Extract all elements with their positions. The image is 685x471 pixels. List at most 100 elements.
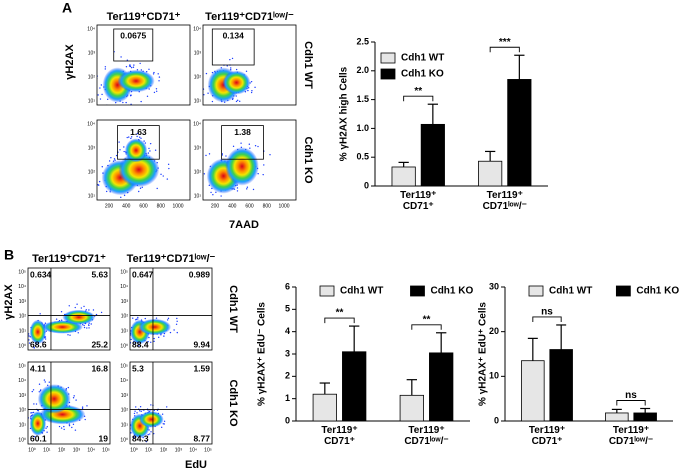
flow-x-tick: 10⁰ xyxy=(28,447,36,453)
y-tick-label: 1.0 xyxy=(356,123,369,133)
event-dot xyxy=(166,406,168,408)
flow-y-tick: 10² xyxy=(88,74,96,80)
event-dot xyxy=(153,337,155,340)
event-dot xyxy=(33,346,35,349)
quadrant-value: 1.59 xyxy=(193,363,210,373)
y-tick-label: 0 xyxy=(285,415,290,425)
event-dot xyxy=(246,188,248,190)
legend-swatch xyxy=(615,285,631,297)
event-dot xyxy=(135,318,138,321)
event-dot xyxy=(167,163,170,166)
flow-y-tick: 10³ xyxy=(121,299,129,305)
event-dot xyxy=(81,407,84,410)
flow-y-tick: 10⁵ xyxy=(18,269,26,275)
quadrant-value: 5.3 xyxy=(132,363,144,373)
event-dot xyxy=(115,154,118,157)
event-dot xyxy=(136,132,139,135)
significance-bracket xyxy=(403,95,434,102)
event-dot xyxy=(134,410,136,412)
flow-y-tick: 10⁰ xyxy=(120,437,128,443)
y-tick-label: 6 xyxy=(285,281,290,291)
flow-y-tick: 10² xyxy=(19,314,27,320)
event-dot xyxy=(44,338,47,340)
event-dot xyxy=(133,209,134,210)
density-blob xyxy=(124,138,148,163)
x-axis-label: EdU xyxy=(185,459,207,471)
flow-y-tick: 10⁰ xyxy=(120,343,128,349)
flow-x-tick: 800 xyxy=(157,203,166,209)
flow-x-tick: 10¹ xyxy=(43,447,51,453)
event-dot xyxy=(120,56,122,58)
event-dot xyxy=(74,306,76,309)
density-blob xyxy=(29,319,47,345)
event-dot xyxy=(235,100,238,103)
event-dot xyxy=(257,145,259,148)
flow-x-tick: 10⁴ xyxy=(87,447,95,453)
event-dot xyxy=(76,303,78,305)
flow-x-tick: 400 xyxy=(228,203,237,209)
event-dot xyxy=(239,100,241,103)
gate-value: 1.63 xyxy=(130,127,147,137)
flow-y-tick: 10² xyxy=(194,169,202,175)
event-dot xyxy=(128,136,130,138)
quadrant-value: 68.6 xyxy=(30,339,47,349)
event-dot xyxy=(26,329,27,330)
bar xyxy=(429,352,454,422)
event-dot xyxy=(203,94,205,96)
significance-label: ns xyxy=(625,390,637,401)
y-tick-label: 0.5 xyxy=(356,152,369,162)
event-dot xyxy=(68,305,70,307)
bar xyxy=(521,360,545,422)
event-dot xyxy=(157,336,160,339)
event-dot xyxy=(35,403,38,405)
flow-x-tick: 10² xyxy=(58,447,66,453)
category-label-box: Ter119⁺ CD71ˡᵒʷ/⁻ xyxy=(608,425,654,447)
y-axis-label: % γH2AX⁺ EdU⁻ Cells xyxy=(257,302,268,406)
event-dot xyxy=(130,136,133,138)
event-dot xyxy=(104,66,107,68)
event-dot xyxy=(251,90,253,92)
gate xyxy=(211,28,255,66)
event-dot xyxy=(155,317,158,319)
bar xyxy=(342,351,367,422)
event-dot xyxy=(200,93,201,94)
event-dot xyxy=(37,352,38,353)
event-dot xyxy=(83,326,86,329)
event-dot xyxy=(163,420,166,422)
event-dot xyxy=(175,323,178,325)
legend-label: Cdh1 WT xyxy=(340,286,383,297)
event-dot xyxy=(99,98,102,100)
event-dot xyxy=(231,57,234,60)
event-dot xyxy=(88,327,90,329)
event-dot xyxy=(69,334,71,336)
flow-x-tick: 1000 xyxy=(278,203,289,209)
row-label: Cdh1 KO xyxy=(227,379,239,427)
event-dot xyxy=(73,395,75,397)
event-dot xyxy=(83,305,85,308)
x-tick-label: Ter119⁺ CD71ˡᵒʷ/⁻ xyxy=(608,425,654,447)
event-dot xyxy=(97,94,99,96)
event-dot xyxy=(249,147,251,149)
column-header: Ter119⁺CD71⁺ xyxy=(32,253,106,265)
quadrant-value: 9.94 xyxy=(193,339,210,349)
event-dot xyxy=(157,73,159,75)
row-label: Cdh1 KO xyxy=(302,136,314,184)
y-tick-label: 4 xyxy=(285,326,290,336)
event-dot xyxy=(147,340,149,343)
x-axis-label: 7AAD xyxy=(229,219,259,231)
event-dot xyxy=(167,317,170,320)
event-dot xyxy=(144,317,146,320)
column-header: Ter119⁺CD71ˡᵒʷ/⁻ xyxy=(127,253,216,265)
event-dot xyxy=(108,160,111,162)
flow-y-tick: 10⁴ xyxy=(120,284,128,290)
event-dot xyxy=(125,66,128,68)
event-dot xyxy=(38,391,40,393)
event-dot xyxy=(110,156,112,159)
event-dot xyxy=(88,309,90,311)
event-dot xyxy=(162,175,164,177)
flow-x-tick: 10⁵ xyxy=(102,447,110,453)
flow-y-tick: 10³ xyxy=(121,393,129,399)
gate-value: 0.0675 xyxy=(120,30,146,40)
row-label: Cdh1 WT xyxy=(227,285,239,333)
